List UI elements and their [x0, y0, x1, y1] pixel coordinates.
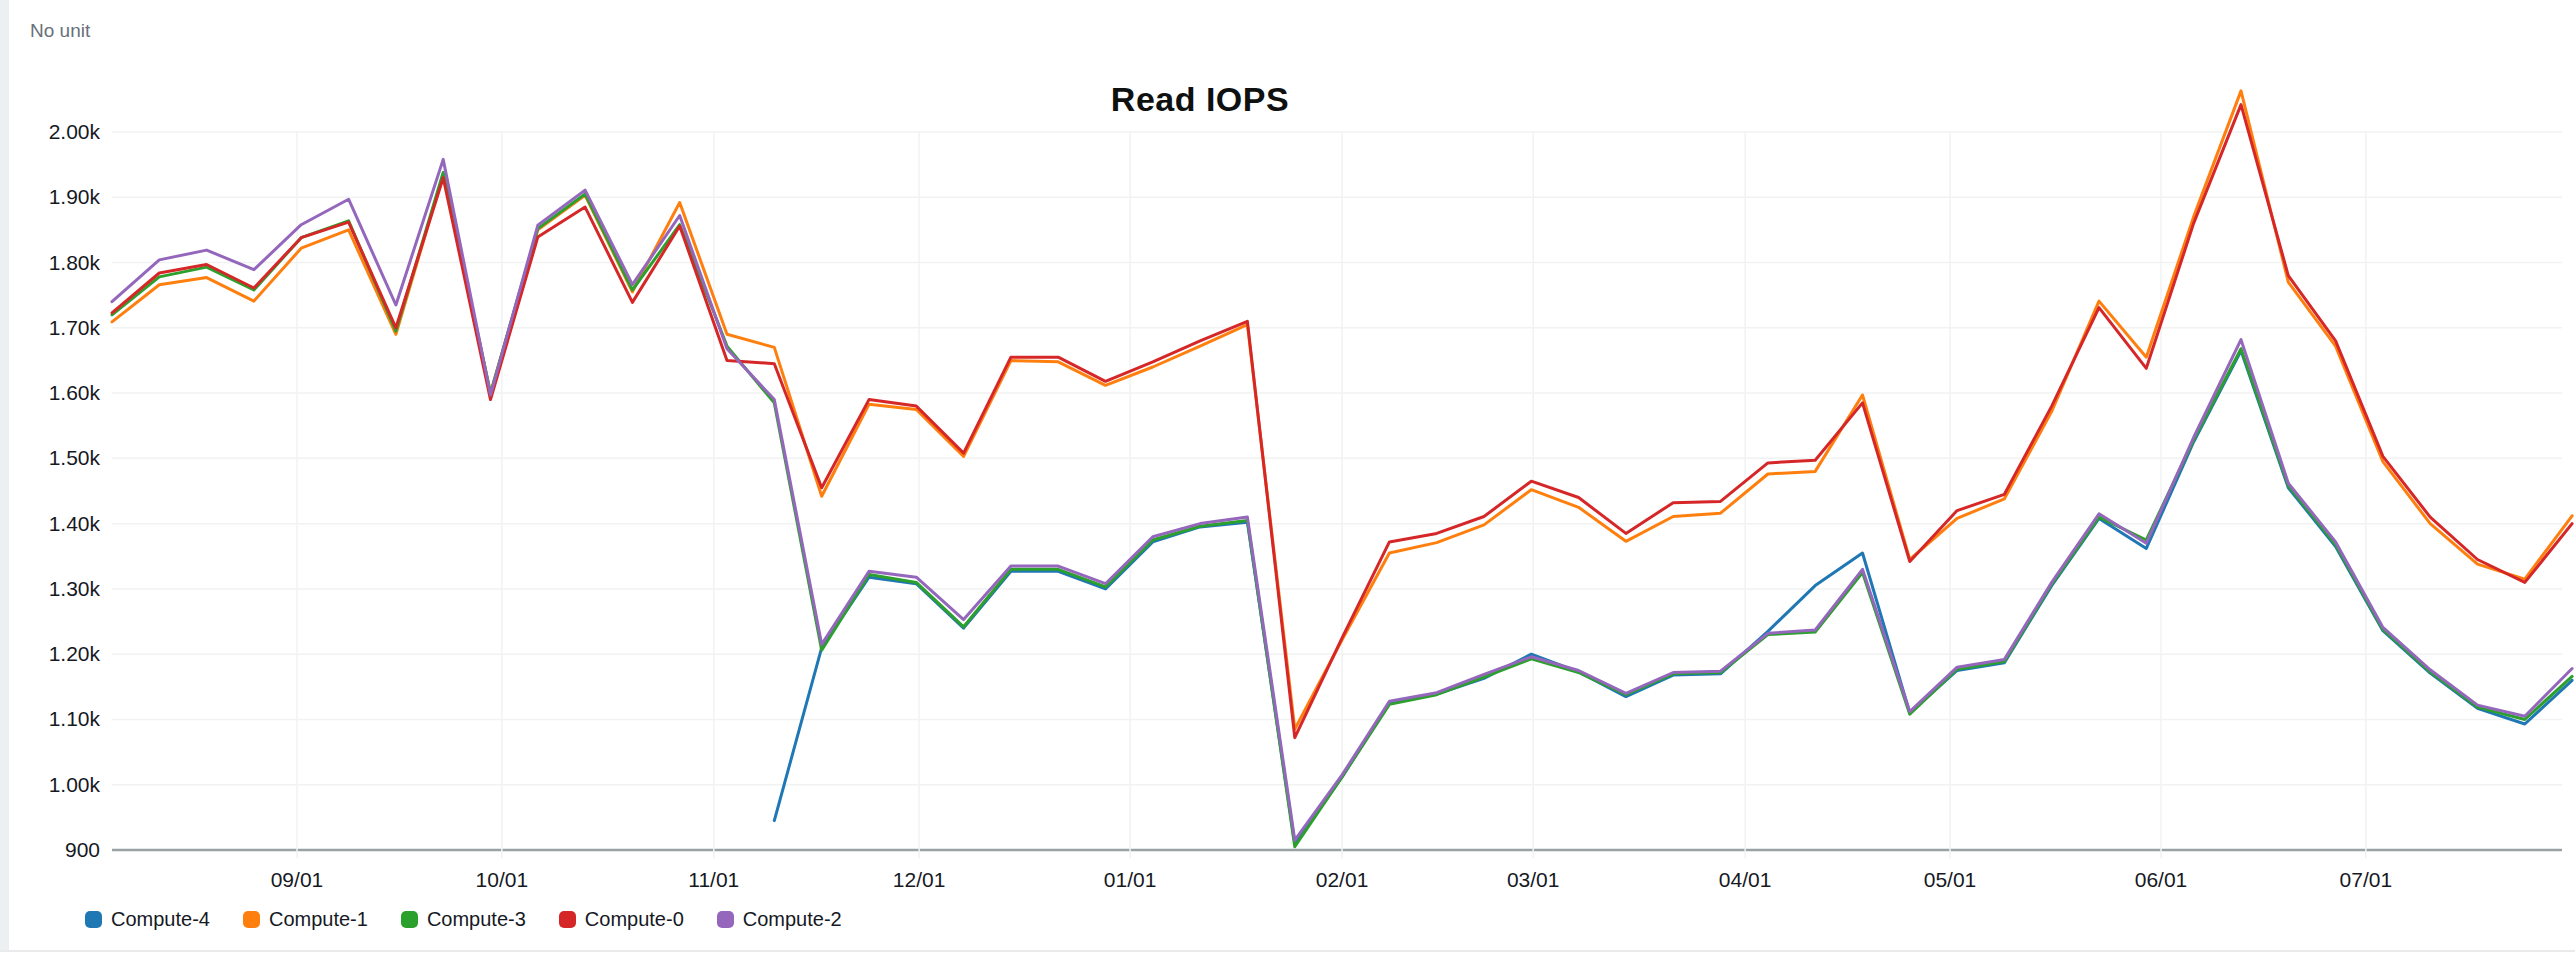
cloudwatch-metric-widget: No unit Read IOPS 2.00k1.90k1.80k1.70k1.…: [0, 0, 2575, 968]
legend-label-compute-2: Compute-2: [743, 908, 842, 931]
series-line-compute-4[interactable]: [774, 351, 2572, 844]
legend-item-compute-3[interactable]: Compute-3: [401, 908, 526, 931]
legend-item-compute-2[interactable]: Compute-2: [717, 908, 842, 931]
x-tick-01-01: 01/01: [1070, 868, 1190, 892]
y-tick-1.10k: 1.10k: [0, 707, 100, 731]
x-tick-03-01: 03/01: [1473, 868, 1593, 892]
legend-label-compute-1: Compute-1: [269, 908, 368, 931]
x-tick-12-01: 12/01: [859, 868, 979, 892]
y-tick-1.20k: 1.20k: [0, 642, 100, 666]
x-tick-10-01: 10/01: [442, 868, 562, 892]
legend-item-compute-4[interactable]: Compute-4: [85, 908, 210, 931]
y-tick-1.80k: 1.80k: [0, 251, 100, 275]
legend-swatch-compute-0: [559, 911, 576, 928]
x-tick-04-01: 04/01: [1685, 868, 1805, 892]
read-iops-chart: [0, 0, 2575, 968]
y-tick-1.50k: 1.50k: [0, 446, 100, 470]
x-tick-02-01: 02/01: [1282, 868, 1402, 892]
horizontal-gridlines: [112, 132, 2562, 850]
legend-label-compute-0: Compute-0: [585, 908, 684, 931]
x-tick-06-01: 06/01: [2101, 868, 2221, 892]
chart-legend: Compute-4 Compute-1 Compute-3 Compute-0 Comp…: [85, 908, 842, 931]
y-tick-2.00k: 2.00k: [0, 120, 100, 144]
legend-swatch-compute-2: [717, 911, 734, 928]
y-tick-1.30k: 1.30k: [0, 577, 100, 601]
y-tick-900: 900: [0, 838, 100, 862]
y-tick-1.60k: 1.60k: [0, 381, 100, 405]
legend-item-compute-1[interactable]: Compute-1: [243, 908, 368, 931]
y-tick-1.70k: 1.70k: [0, 316, 100, 340]
x-tick-11-01: 11/01: [654, 868, 774, 892]
x-tick-07-01: 07/01: [2306, 868, 2426, 892]
legend-label-compute-3: Compute-3: [427, 908, 526, 931]
y-tick-1.40k: 1.40k: [0, 512, 100, 536]
x-tick-05-01: 05/01: [1890, 868, 2010, 892]
y-tick-1.90k: 1.90k: [0, 185, 100, 209]
legend-swatch-compute-4: [85, 911, 102, 928]
y-tick-1.00k: 1.00k: [0, 773, 100, 797]
legend-label-compute-4: Compute-4: [111, 908, 210, 931]
legend-swatch-compute-3: [401, 911, 418, 928]
x-tick-09-01: 09/01: [237, 868, 357, 892]
legend-item-compute-0[interactable]: Compute-0: [559, 908, 684, 931]
legend-swatch-compute-1: [243, 911, 260, 928]
panel-bottom-divider: [0, 950, 2575, 952]
